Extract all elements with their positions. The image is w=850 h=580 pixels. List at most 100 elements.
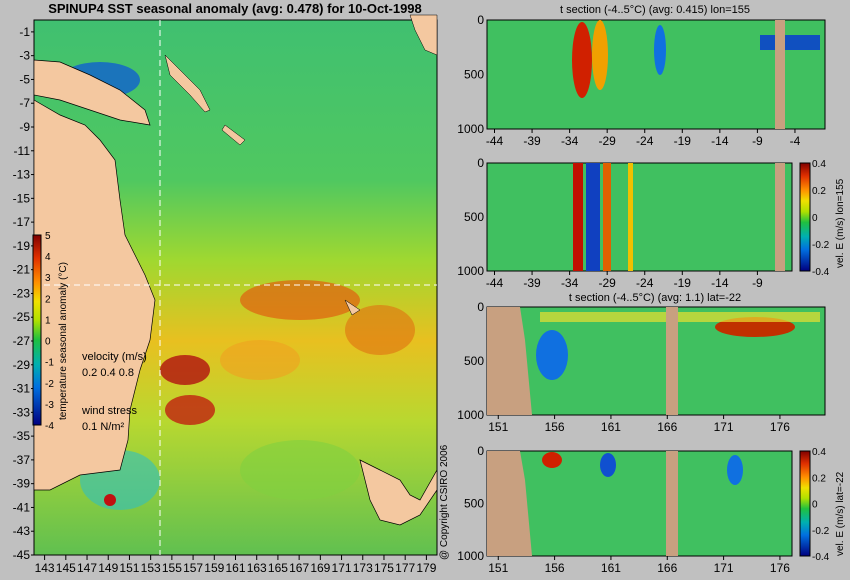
australia-landmass — [33, 99, 156, 491]
map-y-tick-label: -13 — [13, 168, 31, 182]
section-colorbar-tick: 0.2 — [812, 186, 826, 197]
map-x-tick-label: 149 — [98, 561, 118, 575]
section-y-tick-label: 1000 — [457, 264, 484, 278]
map-colorbar-tick: -3 — [45, 400, 54, 411]
map-x-tick-label: 169 — [310, 561, 330, 575]
map-x-tick-label: 145 — [56, 561, 76, 575]
section-x-tick-label: 156 — [545, 420, 565, 434]
copyright: @ Copyright CSIRO 2006 — [439, 444, 450, 560]
map-x-tick-label: 151 — [119, 561, 139, 575]
map-colorbar-tick: 4 — [45, 252, 51, 263]
panel1-title: t section (-4..5°C) (avg: 0.415) lon=155 — [560, 4, 750, 16]
map-y-tick-label: -29 — [13, 358, 31, 372]
section-x-tick-label: 171 — [714, 561, 734, 575]
map-title: SPINUP4 SST seasonal anomaly (avg: 0.478… — [48, 1, 422, 16]
section-y-tick-label: 1000 — [457, 408, 484, 422]
map-x-tick-label: 177 — [395, 561, 415, 575]
map-y-tick-label: -15 — [13, 191, 31, 205]
map-y-tick-label: -3 — [19, 49, 30, 63]
map-y-tick-label: -37 — [13, 453, 31, 467]
section-colorbar-tick: 0 — [812, 213, 818, 224]
map-colorbar-label: temperature seasonal anomaly (°C) — [58, 262, 69, 420]
map-colorbar-tick: -1 — [45, 358, 54, 369]
map-x-tick-label: 157 — [183, 561, 203, 575]
section-y-tick-label: 0 — [477, 300, 484, 314]
section-x-tick-label: 166 — [657, 561, 677, 575]
map-colorbar-tick: 1 — [45, 315, 51, 326]
map-y-ticks: -1 -3 -5 -7 -9 -11 -13 -15 -17 -19 -21 -23 -25 -27 -29… — [13, 25, 34, 562]
section-y-tick-label: 500 — [464, 210, 484, 224]
map-y-tick-label: -21 — [13, 263, 31, 277]
section-x-tick-label: -44 — [486, 276, 504, 290]
panel2-plot — [486, 162, 793, 272]
section-x-tick-label: -14 — [711, 276, 729, 290]
section-x-tick-label: 151 — [488, 420, 508, 434]
map-x-tick-label: 161 — [225, 561, 245, 575]
section-y-tick-label: 1000 — [457, 549, 484, 563]
panel3-title: t section (-4..5°C) (avg: 1.1) lat=-22 — [569, 292, 741, 304]
map-colorbar-tick: -4 — [45, 421, 54, 432]
section-x-tick-label: 161 — [601, 561, 621, 575]
section-colorbar-tick: -0.2 — [812, 526, 830, 537]
section-y-tick-label: 0 — [477, 444, 484, 458]
section-colorbar-tick: -0.2 — [812, 240, 830, 251]
new-zealand-landmass — [359, 459, 438, 526]
map-y-tick-label: -39 — [13, 477, 31, 491]
section-x-tick-label: -34 — [561, 276, 579, 290]
map-x-tick-label: 159 — [204, 561, 224, 575]
section-colorbar-tick: 0.4 — [812, 447, 826, 458]
velocity-legend-label: velocity (m/s) — [82, 351, 147, 363]
section-x-tick-label: -34 — [561, 134, 579, 148]
map-y-tick-label: -19 — [13, 239, 31, 253]
section-colorbar-tick: 0 — [812, 500, 818, 511]
map-x-tick-label: 179 — [416, 561, 436, 575]
map-y-tick-label: -25 — [13, 310, 31, 324]
map-colorbar-tick: 2 — [45, 294, 51, 305]
map-y-tick-label: -5 — [19, 72, 30, 86]
new-guinea-landmass — [33, 59, 151, 126]
section-x-tick-label: 166 — [657, 420, 677, 434]
section-y-tick-label: 0 — [477, 13, 484, 27]
map-x-tick-label: 165 — [268, 561, 288, 575]
map-x-tick-label: 143 — [35, 561, 55, 575]
map-x-ticks: 143 145 147 149 151 153 155 157 159 161 163 165 167 1… — [35, 555, 437, 575]
map-x-tick-label: 155 — [162, 561, 182, 575]
section-x-tick-label: -4 — [790, 134, 801, 148]
section-y-tick-label: 500 — [464, 497, 484, 511]
map-x-tick-label: 147 — [77, 561, 97, 575]
section-colorbar-tick: -0.4 — [812, 267, 830, 278]
map-y-tick-label: -45 — [13, 548, 31, 562]
map-x-tick-label: 173 — [353, 561, 373, 575]
map-y-tick-label: -27 — [13, 334, 31, 348]
section-x-tick-label: -29 — [599, 276, 617, 290]
section-x-tick-label: -9 — [752, 276, 763, 290]
map-y-tick-label: -41 — [13, 500, 31, 514]
section-y-tick-label: 500 — [464, 354, 484, 368]
section-x-tick-label: -44 — [486, 134, 504, 148]
map-y-tick-label: -43 — [13, 524, 31, 538]
section-colorbar-tick: 0.2 — [812, 473, 826, 484]
velocity-legend-values: 0.2 0.4 0.8 — [82, 367, 134, 379]
section-x-tick-label: 171 — [714, 420, 734, 434]
map-x-tick-label: 153 — [141, 561, 161, 575]
map-colorbar-tick: 0 — [45, 337, 51, 348]
wind-legend-value: 0.1 N/m² — [82, 421, 125, 433]
section-colorbar-tick: -0.4 — [812, 552, 830, 563]
map-x-tick-label: 171 — [332, 561, 352, 575]
map-x-tick-label: 175 — [374, 561, 394, 575]
map-colorbar-tick: -2 — [45, 379, 54, 390]
map-y-tick-label: -17 — [13, 215, 31, 229]
section-x-tick-label: 176 — [770, 561, 790, 575]
section-x-tick-label: -19 — [674, 276, 692, 290]
map-colorbar-ticks: 5 4 3 2 1 0 -1 -2 -3 -4 — [45, 231, 54, 432]
panel1-features — [572, 20, 820, 129]
panel4-features — [487, 451, 743, 556]
section-x-tick-label: -24 — [636, 276, 654, 290]
section-x-tick-label: 151 — [488, 561, 508, 575]
section-x-tick-label: -29 — [599, 134, 617, 148]
section-y-tick-label: 1000 — [457, 122, 484, 136]
section-x-tick-label: 176 — [770, 420, 790, 434]
map-y-tick-label: -35 — [13, 429, 31, 443]
panel2-colorbar-label: vel. E (m/s) lon=155 — [835, 178, 846, 268]
